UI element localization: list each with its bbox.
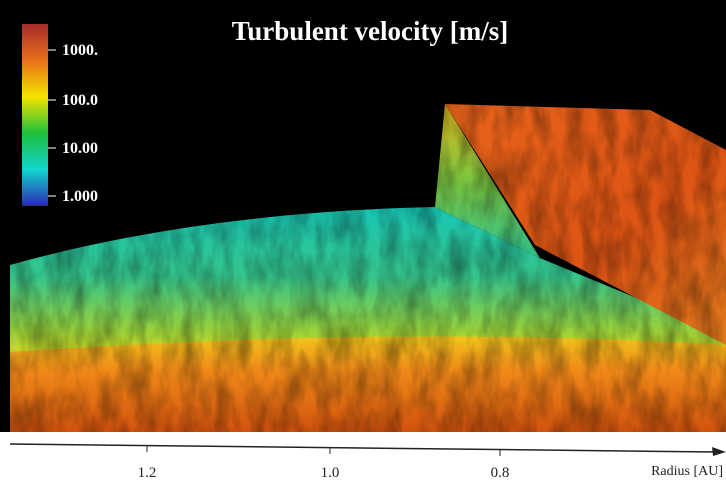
axis-arrow (712, 447, 726, 456)
axis-tick-label: 1.0 (321, 465, 340, 481)
simulation-render (10, 104, 726, 432)
axis-line (9, 443, 717, 453)
title: Turbulent velocity [m/s] (232, 16, 509, 46)
colorbar-label: 1.000 (62, 188, 98, 205)
colorbar-gradient (22, 24, 48, 206)
colorbar: 1000. 100.0 10.00 1.000 (22, 24, 98, 206)
axis-tick-label: 0.8 (491, 465, 510, 481)
radius-axis: 1.2 1.0 0.8 Radius [AU] (9, 443, 726, 481)
colorbar-label: 10.00 (62, 140, 98, 157)
axis-label: Radius [AU] (651, 464, 723, 479)
colorbar-label: 1000. (62, 42, 98, 59)
axis-tick-label: 1.2 (138, 465, 157, 481)
colorbar-label: 100.0 (62, 92, 98, 109)
